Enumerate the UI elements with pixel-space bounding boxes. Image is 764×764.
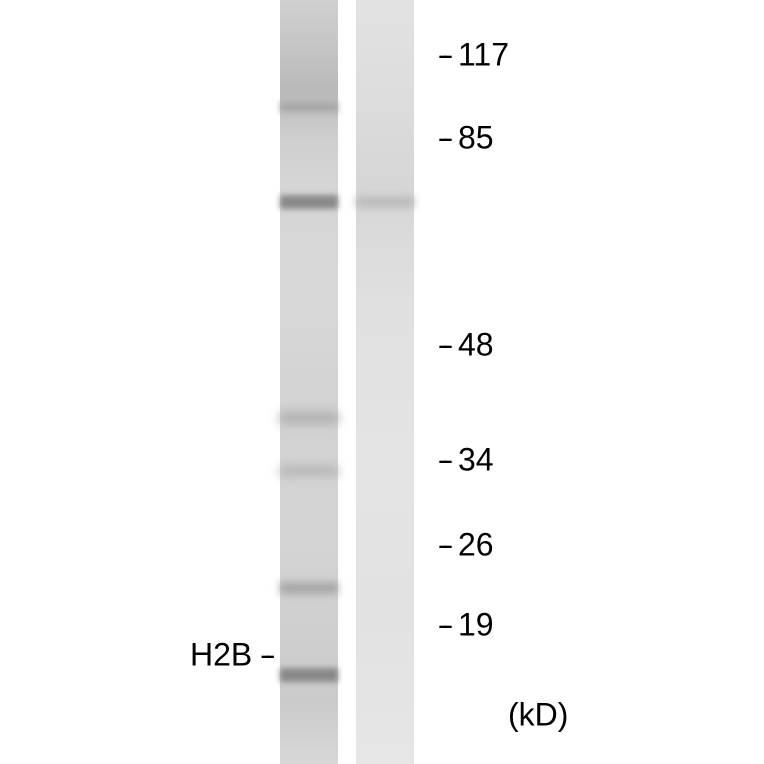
blot-band <box>280 102 338 112</box>
unit-label: (kD) <box>508 697 568 734</box>
blot-band <box>280 466 338 476</box>
blot-band <box>280 412 338 424</box>
mw-marker-label: 19 <box>458 607 494 644</box>
blot-band <box>280 195 338 209</box>
mw-marker: -- 19 <box>438 607 494 644</box>
blot-band <box>280 582 338 594</box>
blot-lane <box>356 0 414 764</box>
target-band-label: H2B-- <box>190 637 270 674</box>
mw-marker-label: 26 <box>458 527 494 564</box>
mw-marker-label: 34 <box>458 442 494 479</box>
mw-marker-label: 85 <box>458 120 494 157</box>
blot-canvas: --117--85--48--34--26--19(kD)H2B-- <box>0 0 764 764</box>
mw-marker: -- 34 <box>438 442 494 479</box>
mw-marker-label: 48 <box>458 327 494 364</box>
blot-band <box>356 196 414 208</box>
mw-marker-tick: -- <box>438 608 448 642</box>
mw-marker-label: 117 <box>458 37 509 74</box>
mw-marker: -- 117 <box>438 37 509 74</box>
mw-marker-tick: -- <box>438 328 448 362</box>
mw-marker-tick: -- <box>438 528 448 562</box>
mw-marker-tick: -- <box>438 443 448 477</box>
mw-marker-tick: -- <box>438 121 448 155</box>
mw-marker-tick: -- <box>438 38 448 72</box>
mw-marker: -- 48 <box>438 327 494 364</box>
target-band-text: H2B <box>190 637 252 674</box>
target-band-tick: -- <box>260 638 270 672</box>
blot-band <box>280 668 338 682</box>
blot-lane <box>280 0 338 764</box>
mw-marker: -- 85 <box>438 120 494 157</box>
mw-marker: -- 26 <box>438 527 494 564</box>
